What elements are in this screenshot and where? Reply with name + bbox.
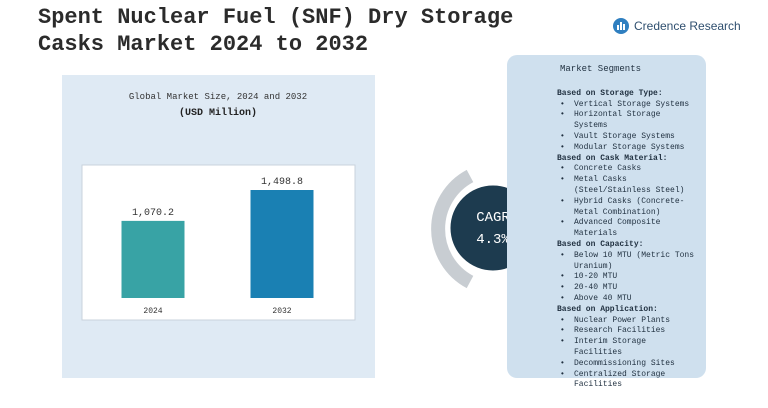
cagr-value: 4.3% [476,232,510,248]
brand-name: Credence Research [634,19,741,33]
segment-item: Modular Storage Systems [560,143,698,154]
segment-heading: Based on Application: [557,304,658,314]
value-label: 1,498.8 [261,177,303,188]
segment-item: Concrete Casks [560,164,698,175]
segments-panel: Market Segments Based on Storage Type: Ve… [507,55,706,389]
segment-item: Advanced Composite Materials [560,218,698,240]
page-title: Spent Nuclear Fuel (SNF) Dry Storage Cas… [38,5,514,57]
segment-item: 20-40 MTU [560,283,698,294]
segment-item: Below 10 MTU (Metric Tons Uranium) [560,251,698,273]
cagr-ring [431,169,474,289]
segment-item: Nuclear Power Plants [560,316,698,327]
value-label: 1,070.2 [132,208,174,219]
segment-heading: Based on Cask Material: [557,153,668,163]
logo: Credence Research [612,16,741,36]
segment-heading: Based on Storage Type: [557,88,663,98]
segments-title: Market Segments [560,64,642,74]
segment-item: Interim Storage Facilities [560,337,698,359]
logo-icon [613,18,629,34]
segment-item: Horizontal Storage Systems [560,110,698,132]
segment-item: 10-20 MTU [560,272,698,283]
segment-heading: Based on Capacity: [557,239,644,249]
segment-item: Hybrid Casks (Concrete-Metal Combination… [560,197,698,219]
segment-item: Vault Storage Systems [560,132,698,143]
x-tick-label: 2024 [143,307,162,316]
segment-item: Decommissioning Sites [560,359,698,370]
segment-item: Research Facilities [560,326,698,337]
chart-title: Global Market Size, 2024 and 2032 [129,92,307,102]
x-tick-label: 2032 [272,307,291,316]
segment-item: Vertical Storage Systems [560,100,698,111]
cagr-label: CAGR [476,210,510,226]
chart-subtitle: (USD Million) [179,107,257,119]
bar [121,220,185,298]
segment-item: Above 40 MTU [560,294,698,305]
segment-item: Centralized Storage Facilities [560,370,698,392]
segment-item: Metal Casks (Steel/Stainless Steel) [560,175,698,197]
bar [250,190,314,298]
